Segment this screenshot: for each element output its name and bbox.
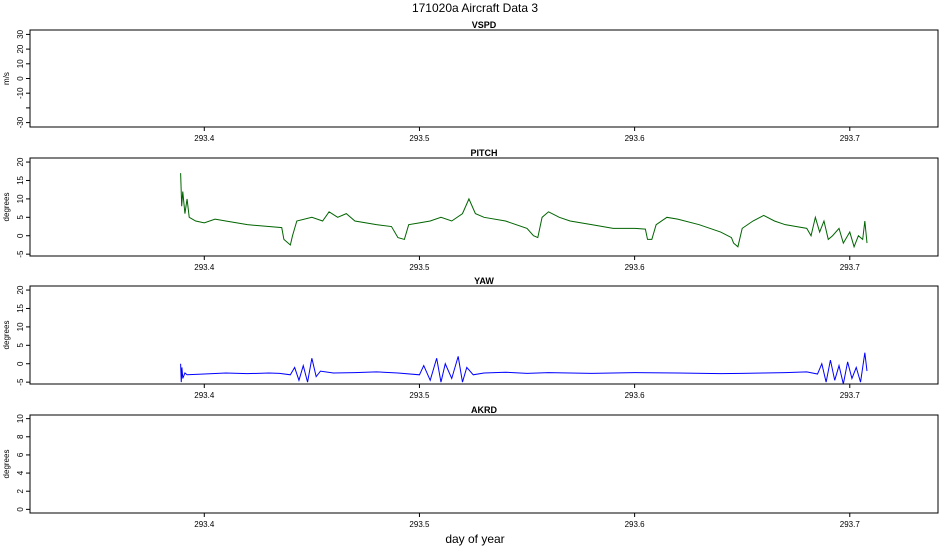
y-axis-label: degrees <box>2 450 11 479</box>
x-axis-label: day of year <box>445 532 504 546</box>
plot-frame <box>29 157 939 257</box>
plot-frame <box>29 414 939 514</box>
y-tick-label: -5 <box>16 250 25 258</box>
y-tick-label: -30 <box>16 116 25 128</box>
y-tick-label: 10 <box>16 59 25 68</box>
x-tick-label: 293.7 <box>840 391 861 400</box>
x-tick-label: 293.5 <box>409 391 430 400</box>
x-tick-label: 293.4 <box>194 520 215 529</box>
y-tick-label: 30 <box>16 29 25 38</box>
x-tick-label: 293.6 <box>625 520 646 529</box>
x-tick-label: 293.7 <box>840 520 861 529</box>
y-tick-label: 2 <box>16 488 25 493</box>
y-tick-label: 6 <box>16 452 25 457</box>
x-tick-label: 293.4 <box>194 134 215 143</box>
y-tick-label: 4 <box>16 470 25 475</box>
x-tick-label: 293.5 <box>409 520 430 529</box>
y-tick-label: 8 <box>16 434 25 439</box>
y-tick-label: 10 <box>16 194 25 203</box>
x-tick-label: 293.6 <box>625 263 646 272</box>
x-tick-label: 293.7 <box>840 134 861 143</box>
x-tick-label: 293.4 <box>194 391 215 400</box>
y-tick-label: -5 <box>16 378 25 386</box>
y-tick-label: 15 <box>16 303 25 312</box>
y-tick-label: 20 <box>16 44 25 53</box>
data-line <box>180 352 868 385</box>
x-tick-label: 293.6 <box>625 134 646 143</box>
y-axis-label: degrees <box>2 193 11 222</box>
x-tick-label: 293.7 <box>840 263 861 272</box>
y-tick-label: 10 <box>16 322 25 331</box>
x-tick-label: 293.5 <box>409 263 430 272</box>
panel-title: AKRD <box>471 405 497 415</box>
plot-frame <box>29 29 939 128</box>
y-axis-label: m/s <box>2 72 11 85</box>
panel-title: PITCH <box>471 148 498 158</box>
y-tick-label: 15 <box>16 175 25 184</box>
y-tick-label: 20 <box>16 285 25 294</box>
panel-title: VSPD <box>472 20 497 30</box>
y-tick-label: 0 <box>16 507 25 512</box>
y-tick-label: 5 <box>16 215 25 220</box>
x-tick-label: 293.5 <box>409 134 430 143</box>
plot-frame <box>29 285 939 385</box>
y-tick-label: 0 <box>16 76 25 81</box>
data-line <box>180 173 868 249</box>
x-tick-label: 293.6 <box>625 391 646 400</box>
y-axis-label: degrees <box>2 321 11 350</box>
panel-title: YAW <box>474 276 494 286</box>
page-title: 171020a Aircraft Data 3 <box>412 1 538 15</box>
y-tick-label: 10 <box>16 414 25 423</box>
y-tick-label: -10 <box>16 87 25 99</box>
x-tick-label: 293.4 <box>194 263 215 272</box>
y-tick-label: 0 <box>16 361 25 366</box>
y-tick-label: 5 <box>16 343 25 348</box>
y-tick-label: 20 <box>16 157 25 166</box>
y-tick-label: 0 <box>16 233 25 238</box>
